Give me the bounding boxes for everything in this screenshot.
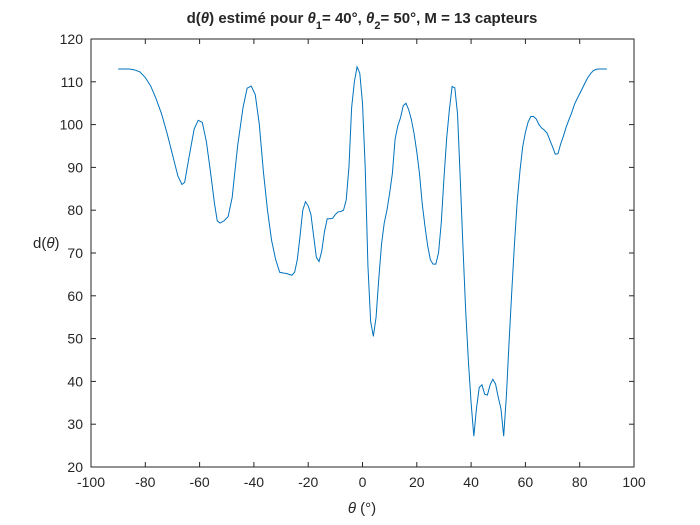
y-tick-label: 120 (60, 31, 84, 47)
title-mid-2: = 40°, (322, 10, 366, 27)
y-tick-label: 60 (67, 288, 83, 304)
y-tick-label: 100 (60, 117, 84, 133)
x-tick-label: 40 (463, 474, 479, 490)
x-axis-label-unit: (°) (356, 500, 376, 517)
y-axis-label: d(θ) (33, 235, 59, 252)
x-axis-label: θ (°) (348, 500, 376, 517)
title-subscript-1: 1 (316, 20, 322, 32)
title-theta-symbol: θ (201, 10, 210, 27)
x-tick-label: -80 (135, 474, 155, 490)
x-tick-label: 60 (518, 474, 534, 490)
y-axis-label-prefix: d( (33, 235, 46, 252)
x-tick-label: -60 (189, 474, 209, 490)
x-axis-ticks: -100 -80 -60 -40 -20 0 20 40 60 80 100 (77, 39, 646, 490)
x-tick-label: 100 (622, 474, 646, 490)
y-tick-label: 110 (61, 74, 84, 90)
series-line (118, 65, 607, 437)
title-prefix: d( (187, 10, 201, 27)
title-theta-symbol-2: θ (366, 10, 375, 27)
y-tick-label: 90 (67, 159, 83, 175)
y-tick-label: 80 (67, 202, 83, 218)
x-tick-label: -100 (77, 474, 105, 490)
y-axis-label-theta: θ (46, 235, 54, 252)
x-tick-label: 80 (572, 474, 588, 490)
x-tick-label: 0 (359, 474, 367, 490)
y-tick-label: 50 (67, 331, 83, 347)
chart-title: d(θ) estimé pour θ1= 40°, θ2= 50°, M = 1… (187, 10, 538, 32)
title-theta-symbol-1: θ (308, 10, 317, 27)
y-tick-label: 70 (67, 245, 83, 261)
title-suffix: = 50°, M = 13 capteurs (380, 10, 537, 27)
y-tick-label: 40 (67, 373, 83, 389)
title-subscript-2: 2 (374, 20, 380, 32)
x-axis-label-theta: θ (348, 500, 356, 517)
title-mid-1: ) estimé pour (209, 10, 307, 27)
x-tick-label: 20 (409, 474, 425, 490)
axes-box (90, 38, 635, 468)
y-axis-ticks: 20 30 40 50 60 70 80 90 100 110 120 (60, 31, 634, 475)
y-tick-label: 30 (67, 416, 83, 432)
x-tick-label: -40 (244, 474, 264, 490)
x-tick-label: -20 (298, 474, 318, 490)
y-axis-label-suffix: ) (54, 235, 59, 252)
y-tick-label: 20 (67, 459, 83, 475)
